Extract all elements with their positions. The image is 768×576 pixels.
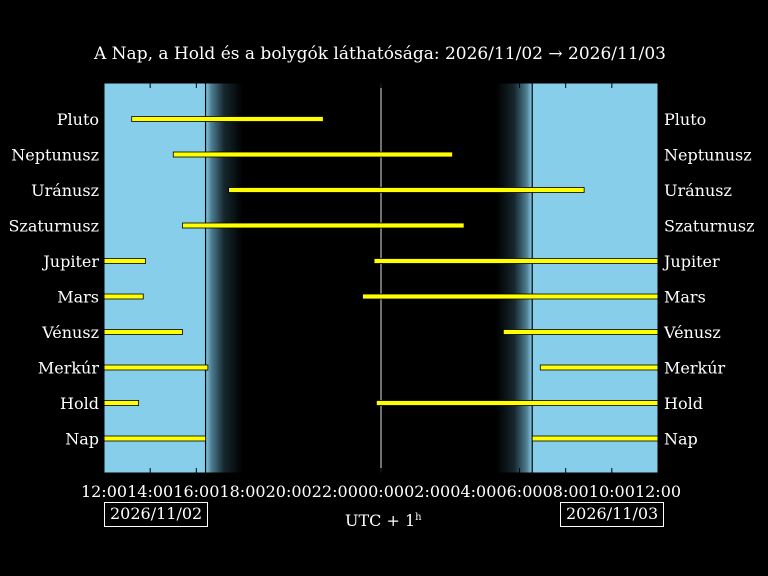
x-tick-label: 18:00 — [219, 482, 265, 501]
dawn-twilight — [496, 83, 533, 473]
chart-title: A Nap, a Hold és a bolygók láthatósága: … — [93, 44, 666, 64]
visibility-bar-mars-1 — [103, 293, 144, 300]
row-label-right: Uránusz — [664, 181, 732, 200]
visibility-bar-uránusz-1 — [228, 187, 585, 193]
x-tick-label: 02:00 — [404, 482, 450, 501]
row-label-left: Vénusz — [41, 323, 99, 342]
row-label-right: Szaturnusz — [664, 217, 755, 236]
row-label-left: Szaturnusz — [8, 217, 99, 236]
end-date-box: 2026/11/03 — [560, 502, 665, 527]
x-tick-labels: 12:00 14:00 16:00 18:00 20:00 22:00 00:00 02:00… — [81, 482, 681, 501]
visibility-bar-jupiter-2 — [373, 258, 659, 264]
row-label-right: Vénusz — [663, 323, 721, 342]
x-tick-label: 06:00 — [496, 482, 542, 501]
row-label-left: Hold — [60, 394, 99, 413]
x-tick-label: 12:00 — [81, 482, 127, 501]
row-label-right: Hold — [664, 394, 703, 413]
visibility-bar-pluto-1 — [131, 116, 324, 122]
x-tick-label: 04:00 — [450, 482, 496, 501]
visibility-bar-merkúr-2 — [539, 364, 659, 371]
row-label-right: Neptunusz — [664, 146, 752, 165]
row-label-left: Merkúr — [38, 359, 100, 378]
row-labels: Pluto Pluto Neptunusz Neptunusz Uránusz Uránu… — [8, 110, 754, 449]
x-tick-label: 10:00 — [589, 482, 635, 501]
x-tick-label: 14:00 — [127, 482, 173, 501]
day-region-evening — [104, 83, 206, 473]
day-region-morning — [532, 83, 658, 473]
x-axis-label-unit: h — [415, 512, 422, 523]
visibility-bar-szaturnusz-1 — [182, 222, 465, 229]
visibility-bar-neptunusz-1 — [172, 151, 453, 158]
visibility-bar-nap-2 — [531, 435, 659, 442]
x-tick-label: 22:00 — [312, 482, 358, 501]
row-label-left: Neptunusz — [11, 146, 99, 165]
x-tick-label: 16:00 — [173, 482, 219, 501]
visibility-bar-merkúr-1 — [103, 364, 209, 371]
visibility-bar-mars-2 — [362, 293, 659, 300]
x-axis-label: UTC + 1h — [345, 511, 422, 530]
x-tick-label: 08:00 — [543, 482, 589, 501]
row-label-left: Pluto — [57, 110, 99, 129]
row-label-right: Pluto — [664, 110, 706, 129]
plot-area — [103, 82, 659, 474]
row-label-right: Nap — [664, 430, 698, 449]
row-label-left: Jupiter — [41, 252, 99, 271]
x-tick-label: 00:00 — [358, 482, 404, 501]
x-tick-label: 12:00 — [635, 482, 681, 501]
visibility-bar-nap-1 — [103, 435, 206, 442]
visibility-bar-vénusz-1 — [103, 329, 183, 335]
visibility-bar-hold-2 — [375, 400, 659, 406]
start-date-box: 2026/11/02 — [104, 502, 209, 527]
row-label-left: Mars — [57, 288, 99, 307]
row-label-right: Jupiter — [662, 252, 720, 271]
dusk-twilight — [205, 83, 243, 473]
row-label-left: Nap — [65, 430, 99, 449]
x-tick-label: 20:00 — [266, 482, 312, 501]
x-axis-label-main: UTC + 1 — [345, 511, 416, 530]
row-label-right: Mars — [664, 288, 706, 307]
visibility-bar-jupiter-1 — [103, 258, 146, 264]
row-label-left: Uránusz — [31, 181, 99, 200]
row-label-right: Merkúr — [664, 359, 726, 378]
visibility-bar-vénusz-2 — [502, 329, 659, 335]
visibility-bar-hold-1 — [103, 400, 140, 406]
